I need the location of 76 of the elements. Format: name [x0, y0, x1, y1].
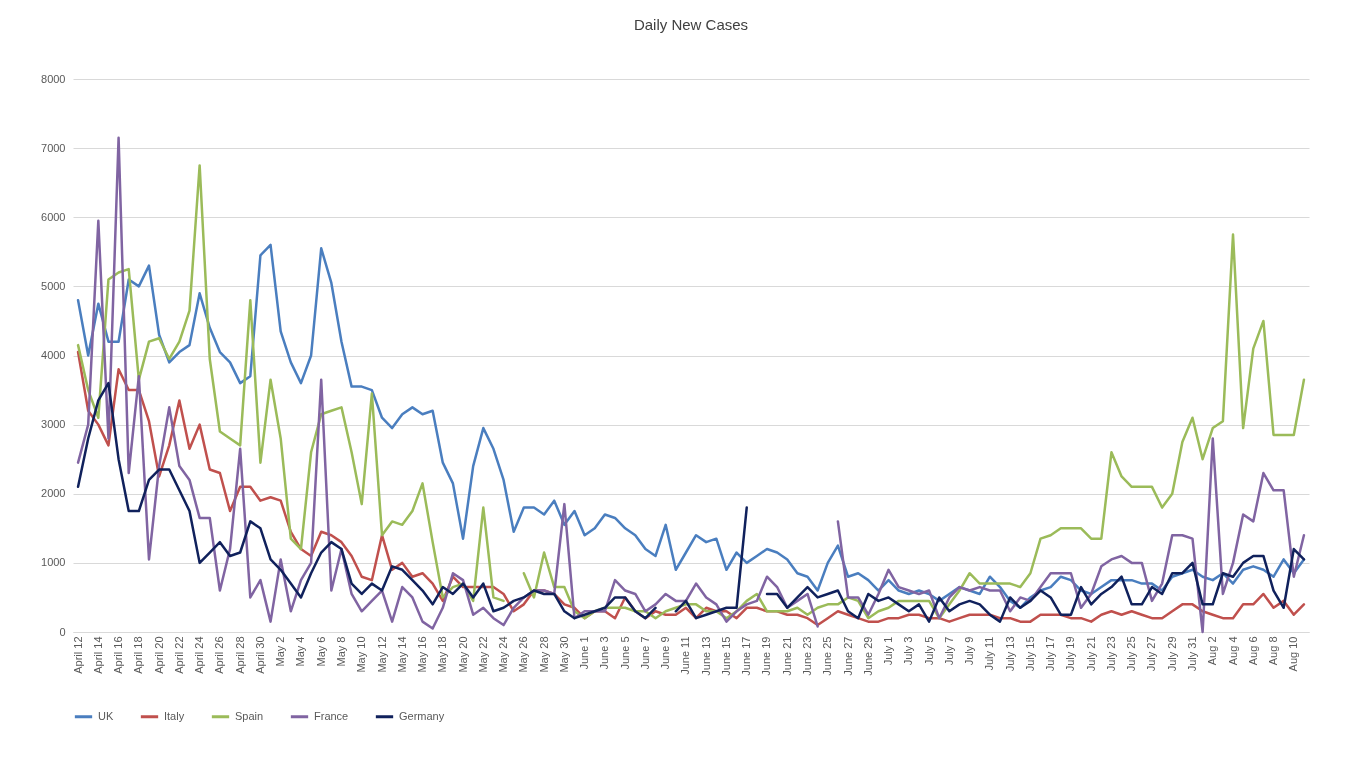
x-tick-label: June 19: [760, 636, 773, 676]
x-tick-label: May 28: [537, 636, 550, 673]
x-tick-label: June 17: [740, 636, 753, 676]
x-tick-label: June 9: [659, 636, 672, 670]
x-tick-label: July 19: [1064, 636, 1077, 672]
x-tick-label: April 14: [91, 636, 104, 674]
x-tick-label: June 5: [618, 636, 631, 670]
x-tick-label: Aug 4: [1226, 636, 1239, 666]
x-tick-label: May 26: [517, 636, 530, 673]
x-tick-label: May 16: [416, 636, 429, 673]
x-tick-label: July 21: [1084, 636, 1097, 672]
x-tick-label: June 15: [719, 636, 732, 676]
chart-title: Daily New Cases: [633, 16, 749, 33]
x-tick-label: July 13: [1003, 636, 1016, 672]
y-tick-label: 0: [59, 625, 66, 638]
y-tick-label: 5000: [41, 279, 66, 292]
x-tick-label: May 10: [355, 636, 368, 673]
x-tick-label: May 8: [334, 636, 347, 667]
x-tick-label: April 18: [132, 636, 145, 674]
legend-label: Spain: [235, 709, 264, 722]
x-tick-label: July 31: [1185, 636, 1198, 672]
x-tick-label: June 25: [821, 636, 834, 676]
x-tick-label: June 23: [801, 636, 814, 676]
y-tick-label: 4000: [41, 349, 66, 361]
x-tick-label: June 7: [638, 636, 651, 670]
y-tick-label: 8000: [41, 72, 66, 85]
x-tick-label: July 15: [1023, 636, 1036, 672]
x-tick-label: May 12: [375, 636, 388, 673]
x-tick-label: July 27: [1145, 636, 1158, 672]
x-tick-label: May 4: [294, 636, 307, 667]
x-tick-label: May 22: [476, 636, 489, 673]
x-tick-label: July 23: [1104, 636, 1117, 672]
x-tick-label: May 2: [274, 636, 287, 667]
legend-label: France: [314, 709, 349, 722]
x-tick-label: April 12: [71, 636, 84, 674]
x-tick-label: June 1: [578, 636, 591, 670]
x-tick-label: May 6: [314, 636, 327, 667]
x-tick-label: June 13: [699, 636, 712, 676]
x-tick-label: July 3: [902, 636, 915, 666]
x-tick-label: May 20: [456, 636, 469, 673]
y-tick-label: 6000: [41, 210, 66, 223]
x-tick-label: July 11: [983, 636, 996, 671]
x-tick-label: July 25: [1125, 636, 1138, 672]
x-tick-label: April 26: [213, 636, 226, 674]
legend-label: Italy: [164, 709, 185, 722]
x-tick-label: April 16: [112, 636, 125, 674]
x-tick-label: April 20: [152, 636, 165, 674]
x-tick-label: April 22: [172, 636, 185, 674]
x-tick-label: July 17: [1044, 636, 1057, 672]
legend-label: Germany: [399, 709, 445, 722]
x-tick-label: July 1: [882, 636, 895, 666]
x-tick-label: June 29: [861, 636, 874, 676]
x-tick-label: Aug 8: [1267, 636, 1280, 666]
x-tick-label: May 24: [497, 636, 510, 673]
y-tick-label: 3000: [41, 418, 66, 431]
x-tick-label: Aug 2: [1206, 636, 1219, 666]
legend-label: UK: [98, 709, 114, 722]
y-tick-label: 7000: [41, 141, 66, 154]
x-tick-label: June 27: [841, 636, 854, 676]
x-tick-label: July 9: [963, 636, 976, 666]
x-tick-label: April 30: [253, 636, 266, 674]
x-tick-label: April 28: [233, 636, 246, 674]
x-tick-label: April 24: [193, 636, 206, 674]
x-tick-label: July 5: [922, 636, 935, 666]
x-tick-label: Aug 6: [1246, 636, 1259, 666]
x-tick-label: May 18: [436, 636, 449, 673]
x-tick-label: May 14: [395, 636, 408, 673]
x-tick-label: July 29: [1165, 636, 1178, 672]
x-tick-label: July 7: [942, 636, 955, 666]
y-tick-label: 2000: [41, 487, 66, 500]
x-tick-label: May 30: [557, 636, 570, 673]
x-tick-label: June 11: [679, 636, 692, 675]
x-tick-label: Aug 10: [1287, 636, 1300, 672]
x-tick-label: June 3: [598, 636, 611, 670]
x-tick-label: June 21: [780, 636, 793, 676]
y-tick-label: 1000: [41, 556, 66, 569]
